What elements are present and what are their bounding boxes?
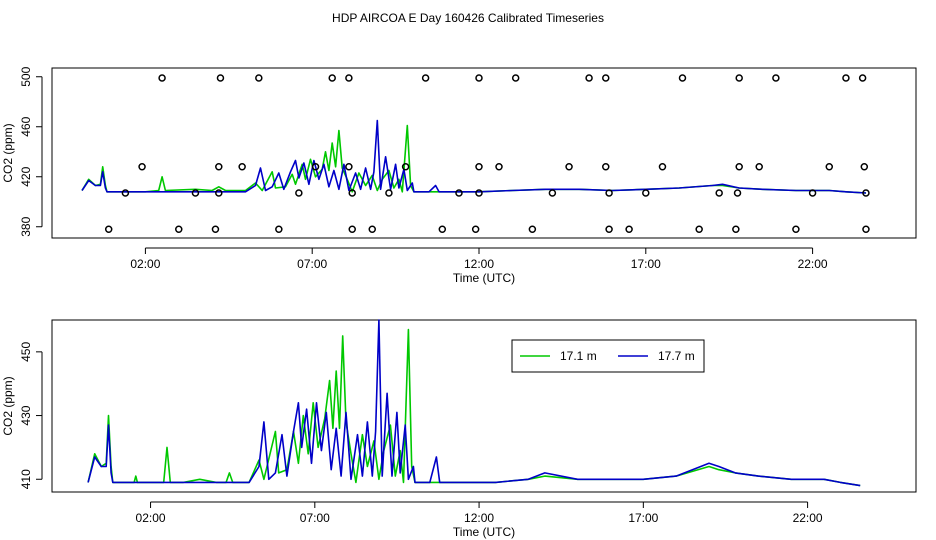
y-tick-label: 500 [19, 66, 33, 86]
calibration-point [211, 225, 220, 233]
calibration-point [438, 225, 447, 233]
calibration-point [121, 189, 130, 197]
calibration-point [860, 163, 869, 171]
calibration-point [602, 74, 610, 82]
calibration-point [215, 189, 223, 197]
y-tick-label: 430 [19, 405, 33, 425]
calibration-point [842, 74, 850, 82]
y-axis-label: CO2 (ppm) [1, 123, 15, 182]
calibration-point [138, 163, 146, 171]
y-tick-label: 420 [19, 166, 33, 186]
calibration-point [348, 225, 356, 233]
y-axis-label: CO2 (ppm) [1, 376, 15, 435]
calibration-point [345, 74, 353, 82]
calibration-point [475, 163, 483, 171]
calibration-point [511, 74, 520, 82]
calibration-point [255, 74, 263, 82]
calibration-point [732, 225, 740, 233]
calibration-point [585, 74, 593, 82]
calibration-point [295, 189, 303, 197]
calibration-point [495, 163, 503, 171]
y-tick-label: 380 [19, 216, 33, 236]
calibration-point [345, 163, 353, 171]
series-line-0 [81, 124, 867, 194]
calibration-point [735, 74, 743, 82]
y-tick-label: 460 [19, 116, 33, 136]
chart-title: HDP AIRCOA E Day 160426 Calibrated Times… [332, 11, 604, 25]
calibration-point [755, 163, 763, 171]
plot-frame [51, 67, 917, 239]
calibration-point [471, 225, 480, 233]
x-tick-label: 02:00 [130, 257, 160, 271]
x-tick-label: 17:00 [631, 257, 661, 271]
calibration-point [658, 163, 667, 171]
calibration-point [695, 225, 703, 233]
calibration-point [104, 225, 113, 233]
calibration-point [733, 189, 742, 197]
calibration-point [715, 189, 723, 197]
calibration-point [368, 225, 376, 233]
series-line-1 [81, 119, 867, 194]
x-tick-label: 12:00 [464, 511, 494, 525]
calibration-point [401, 163, 410, 171]
calibration-point [475, 74, 483, 82]
calibration-point [678, 74, 687, 82]
calibration-point [625, 225, 633, 233]
calibration-point [605, 189, 613, 197]
calibration-point [328, 74, 336, 82]
x-tick-label: 22:00 [793, 511, 823, 525]
calibration-point [475, 189, 483, 197]
x-tick-label: 02:00 [136, 511, 166, 525]
calibration-point [455, 189, 463, 197]
calibration-point [642, 189, 650, 197]
calibration-point [385, 189, 393, 197]
x-tick-label: 12:00 [464, 257, 494, 271]
calibration-point [565, 163, 573, 171]
calibration-point [175, 225, 183, 233]
calibration-point [528, 225, 537, 233]
bottom-panel: 02:00 07:00 12:00 17:00 22:00 Time (UTC) 410 43… [1, 319, 917, 539]
legend-label: 17.1 m [560, 349, 597, 363]
calibration-point [348, 189, 356, 197]
calibration-point [191, 189, 200, 197]
calibration-point [735, 163, 743, 171]
calibration-point [825, 163, 834, 171]
calibration-point [862, 189, 870, 197]
calibration-point [311, 163, 320, 171]
calibration-point [421, 74, 430, 82]
x-axis-label: Time (UTC) [453, 525, 515, 539]
x-tick-label: 22:00 [798, 257, 828, 271]
calibration-point [862, 225, 870, 233]
calibration-point [215, 163, 223, 171]
plot-frame [51, 319, 917, 493]
calibration-point [216, 74, 225, 82]
calibration-point [158, 74, 166, 82]
x-tick-label: 07:00 [300, 511, 330, 525]
calibration-point [772, 74, 780, 82]
series-line-0 [87, 328, 861, 487]
series-line-1 [87, 319, 861, 487]
calibration-point [238, 163, 246, 171]
calibration-point [275, 225, 283, 233]
y-tick-label: 450 [19, 342, 33, 362]
x-axis-label: Time (UTC) [453, 271, 515, 285]
top-panel: 02:00 07:00 12:00 17:00 22:00 Time (UTC) 380 42… [1, 66, 917, 285]
calibration-point [792, 225, 800, 233]
calibration-point [858, 74, 867, 82]
x-tick-label: 17:00 [628, 511, 658, 525]
y-tick-label: 410 [19, 469, 33, 489]
calibration-point [808, 189, 817, 197]
calibration-point [602, 163, 610, 171]
calibration-point [605, 225, 613, 233]
calibration-point [548, 189, 557, 197]
x-tick-label: 07:00 [297, 257, 327, 271]
legend-label: 17.7 m [658, 349, 695, 363]
